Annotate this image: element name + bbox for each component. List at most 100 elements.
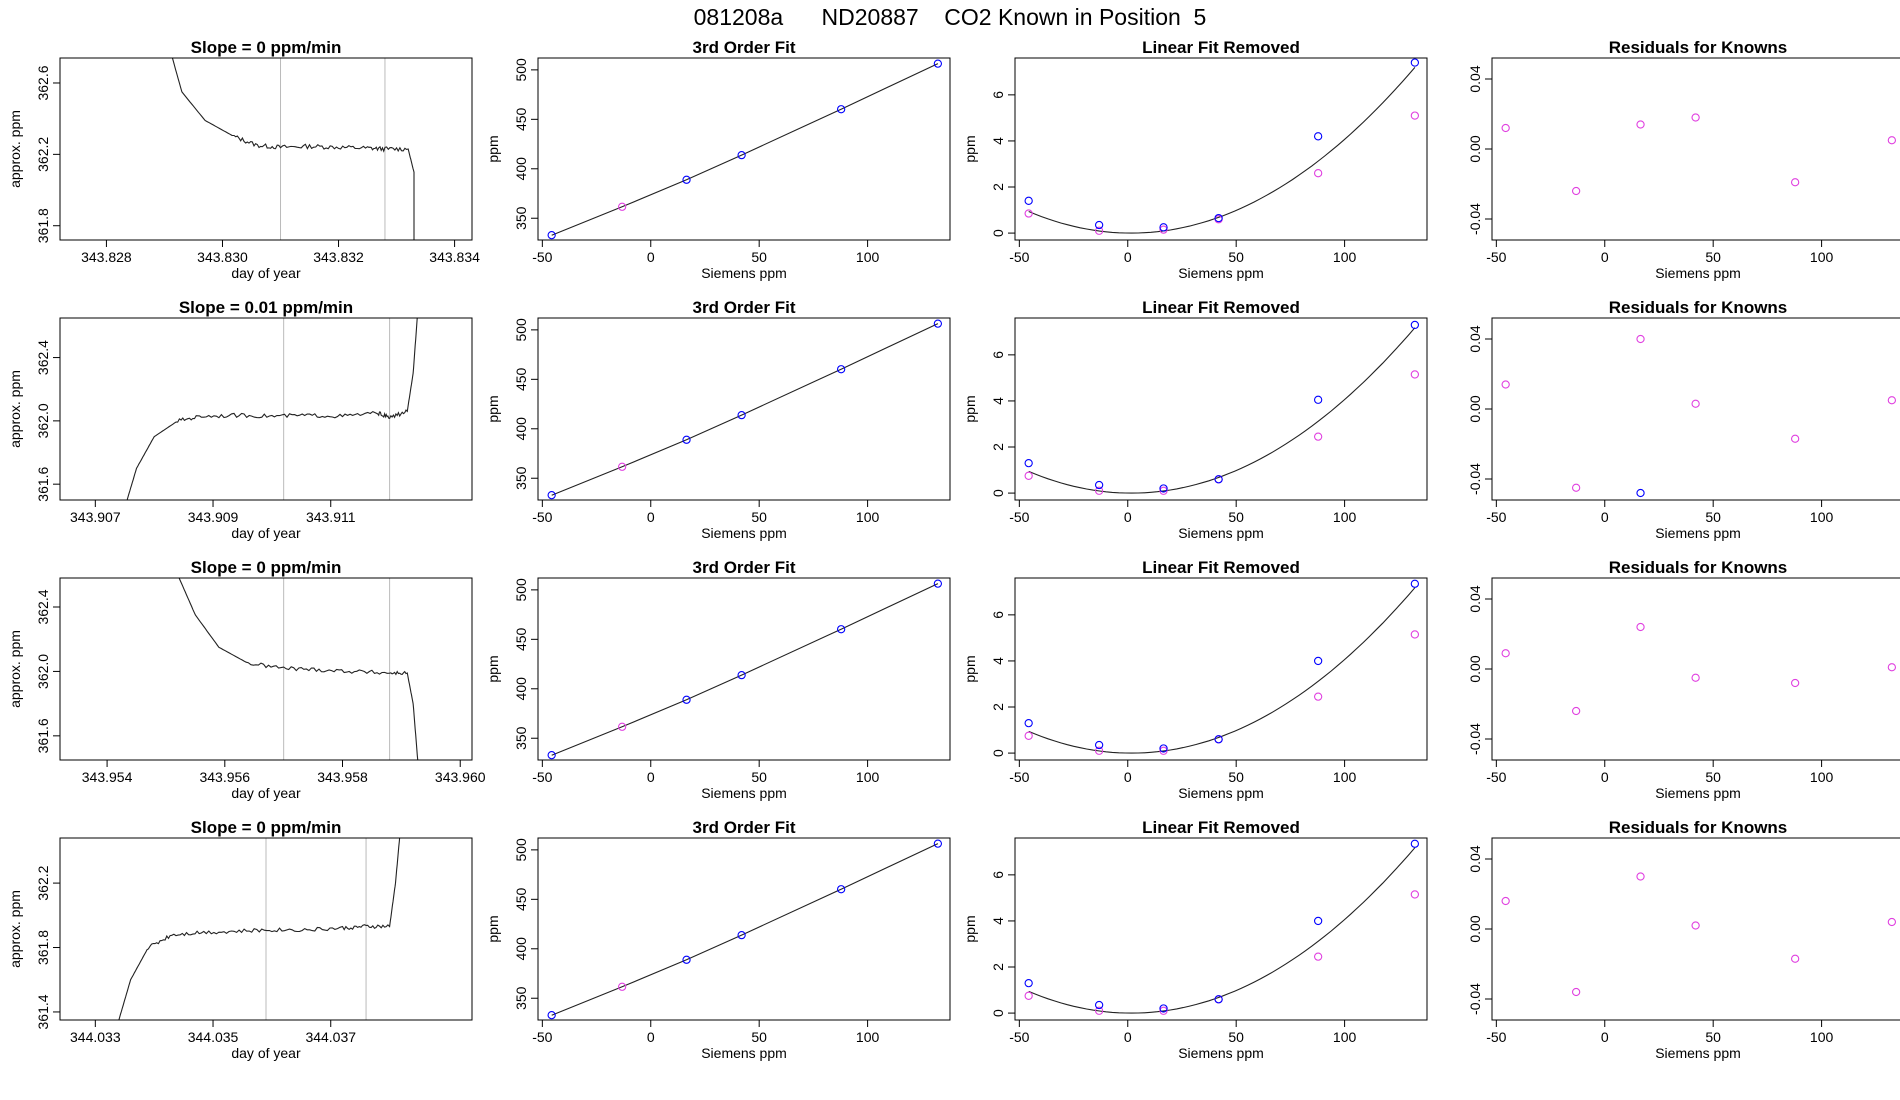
chart-panel-residuals-row3: Residuals for Knowns -50 0 50 100 -0.04 0.00 0.… bbox=[1467, 558, 1900, 801]
plot-frame bbox=[1491, 57, 1900, 241]
standard-point bbox=[547, 231, 556, 240]
known-point bbox=[1410, 370, 1420, 379]
x-tick-label: 100 bbox=[1810, 769, 1834, 785]
standard-residual-point bbox=[1636, 488, 1645, 498]
y-tick-label: 350 bbox=[513, 726, 529, 750]
plot-frame bbox=[1014, 577, 1428, 761]
y-tick-label: 2 bbox=[990, 963, 1006, 971]
y-tick-label: 450 bbox=[513, 367, 529, 391]
x-tick-label: 50 bbox=[751, 249, 767, 265]
y-axis-label: ppm bbox=[962, 135, 978, 162]
residual-point bbox=[1571, 483, 1581, 492]
x-tick-label: 50 bbox=[1228, 769, 1244, 785]
residual-point bbox=[1636, 120, 1645, 129]
y-tick-label: 361.4 bbox=[35, 994, 51, 1029]
x-tick-label: 343.911 bbox=[306, 509, 356, 525]
residual-point bbox=[1887, 136, 1897, 145]
standard-point bbox=[1094, 1000, 1104, 1010]
plot-area bbox=[547, 59, 943, 240]
y-tick-label: 6 bbox=[990, 871, 1006, 879]
residual-point bbox=[1571, 186, 1581, 196]
standard-point bbox=[1159, 744, 1168, 753]
standard-point bbox=[1024, 196, 1033, 205]
standard-point bbox=[547, 751, 556, 760]
concentration-trace bbox=[178, 578, 419, 760]
panel-title: Residuals for Knowns bbox=[1609, 298, 1788, 317]
fit-line bbox=[551, 583, 939, 756]
standard-point bbox=[1214, 735, 1223, 744]
standard-point bbox=[1024, 458, 1033, 468]
y-tick-label: 361.6 bbox=[35, 718, 51, 753]
y-axis-label: approx. ppm bbox=[7, 370, 23, 448]
x-axis-label: Siemens ppm bbox=[1178, 525, 1264, 541]
y-tick-label: 400 bbox=[513, 157, 529, 181]
standard-point bbox=[1094, 480, 1104, 490]
standard-point bbox=[682, 695, 691, 704]
plot-frame bbox=[59, 837, 473, 1021]
x-tick-label: 344.035 bbox=[188, 1029, 239, 1045]
y-tick-label: 500 bbox=[513, 318, 529, 342]
standard-point bbox=[1410, 579, 1420, 588]
plot-area bbox=[1501, 622, 1897, 716]
panel-title: Linear Fit Removed bbox=[1142, 558, 1300, 577]
fit-line bbox=[551, 323, 939, 496]
x-tick-label: 100 bbox=[856, 249, 880, 265]
residual-point bbox=[1636, 622, 1645, 632]
y-tick-label: 362.0 bbox=[35, 654, 51, 689]
y-tick-label: -0.04 bbox=[1467, 463, 1483, 495]
y-tick-label: -0.04 bbox=[1467, 983, 1483, 1015]
quadratic-curve bbox=[1028, 67, 1416, 234]
panel-title: Residuals for Knowns bbox=[1609, 38, 1788, 57]
x-tick-label: 343.954 bbox=[82, 769, 133, 785]
x-tick-label: -50 bbox=[532, 509, 552, 525]
standard-point bbox=[1094, 220, 1104, 230]
y-tick-label: 2 bbox=[990, 183, 1006, 191]
plot-frame bbox=[1491, 577, 1900, 761]
x-tick-label: 50 bbox=[1705, 249, 1721, 265]
y-tick-label: 0.04 bbox=[1467, 65, 1483, 92]
y-axis-label: approx. ppm bbox=[7, 630, 23, 708]
plot-frame bbox=[1014, 837, 1428, 1021]
y-tick-label: 0 bbox=[990, 749, 1006, 757]
plot-frame bbox=[537, 317, 951, 501]
known-point bbox=[1159, 746, 1168, 755]
y-tick-label: 0.00 bbox=[1467, 135, 1483, 162]
standard-point bbox=[1410, 58, 1420, 67]
chart-panel-residuals-row4: Residuals for Knowns -50 0 50 100 -0.04 0.00 0.… bbox=[1467, 818, 1900, 1061]
y-tick-label: 0 bbox=[990, 1009, 1006, 1017]
x-tick-label: 0 bbox=[1124, 1029, 1132, 1045]
x-tick-label: -50 bbox=[1486, 249, 1506, 265]
known-point bbox=[1094, 226, 1104, 235]
known-point bbox=[1094, 486, 1104, 495]
x-axis-label: Siemens ppm bbox=[1655, 525, 1741, 541]
y-axis-label: approx. ppm bbox=[7, 890, 23, 968]
plot-area bbox=[1024, 58, 1420, 235]
plot-area bbox=[1024, 839, 1420, 1015]
x-tick-label: 343.834 bbox=[429, 249, 480, 265]
chart-panel-residuals-row1: Residuals for Knowns -50 0 50 100 -0.04 0.00 0.… bbox=[1467, 38, 1900, 281]
known-point bbox=[617, 462, 627, 471]
x-axis-label: Siemens ppm bbox=[701, 785, 787, 801]
x-tick-label: 50 bbox=[1705, 509, 1721, 525]
x-tick-label: 50 bbox=[1228, 509, 1244, 525]
chart-panel-fit-row4: 3rd Order Fit -50 0 50 100 350 400 450 500 Siemen… bbox=[485, 818, 951, 1061]
chart-panel-linear_removed-row4: Linear Fit Removed -50 0 50 100 0 2 4 6 Siemens p… bbox=[962, 818, 1428, 1061]
standard-point bbox=[682, 955, 691, 964]
panel-title: Linear Fit Removed bbox=[1142, 38, 1300, 57]
standard-point bbox=[1214, 995, 1223, 1004]
x-tick-label: 343.956 bbox=[199, 769, 250, 785]
y-tick-label: 450 bbox=[513, 887, 529, 911]
standard-point bbox=[737, 930, 746, 940]
x-tick-label: -50 bbox=[1009, 1029, 1029, 1045]
standard-point bbox=[737, 410, 746, 420]
chart-panel-fit-row3: 3rd Order Fit -50 0 50 100 350 400 450 500 Siemen… bbox=[485, 558, 951, 801]
x-tick-label: 0 bbox=[1124, 769, 1132, 785]
x-axis-label: Siemens ppm bbox=[701, 1045, 787, 1061]
residual-point bbox=[1571, 987, 1581, 997]
residual-point bbox=[1790, 178, 1800, 187]
x-tick-label: 343.832 bbox=[313, 249, 364, 265]
x-axis-label: Siemens ppm bbox=[1655, 785, 1741, 801]
chart-panel-slope-row3: Slope = 0 ppm/min 343.954 343.956 343.958 34… bbox=[7, 558, 486, 801]
x-tick-label: 343.909 bbox=[188, 509, 239, 525]
residual-point bbox=[1571, 706, 1581, 716]
